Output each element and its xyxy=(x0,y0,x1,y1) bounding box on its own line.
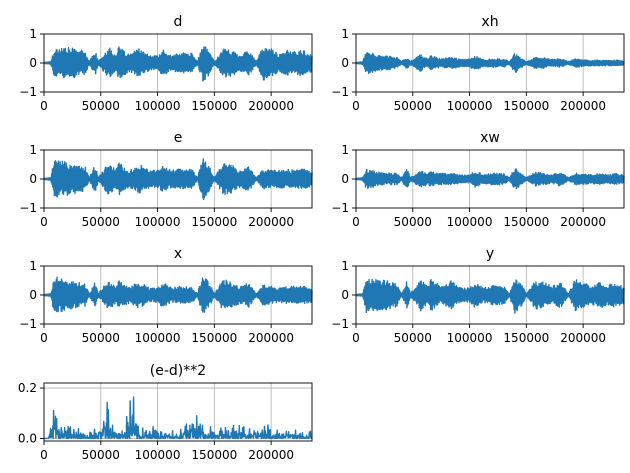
x-tick-label: 150000 xyxy=(191,215,237,229)
y-tick-label: 1 xyxy=(341,143,349,157)
y-tick-label: 1 xyxy=(341,27,349,41)
x-tick-label: 0 xyxy=(352,99,360,113)
x-tick-label: 0 xyxy=(40,215,48,229)
y-tick-label: 0.2 xyxy=(18,381,37,395)
subplot-title: y xyxy=(486,246,494,262)
y-tick-label: −1 xyxy=(331,317,349,331)
subplot-title: d xyxy=(174,14,183,30)
subplot-title: xw xyxy=(480,130,500,146)
x-tick-label: 50000 xyxy=(394,331,432,345)
y-tick-label: 1 xyxy=(29,27,37,41)
x-tick-label: 100000 xyxy=(135,448,181,462)
x-tick-label: 0 xyxy=(40,331,48,345)
y-tick-label: −1 xyxy=(331,85,349,99)
series-line xyxy=(43,396,313,440)
x-tick-label: 0 xyxy=(352,331,360,345)
y-tick-label: 0 xyxy=(341,288,349,302)
x-tick-label: 50000 xyxy=(394,99,432,113)
axes-frame xyxy=(43,382,313,442)
subplot-title: xh xyxy=(481,14,498,30)
y-tick-label: 1 xyxy=(29,259,37,273)
subplot-squared-error: (e-d)**2 0 50000 100000 150000 200000 0.0 0.2 xyxy=(18,363,313,462)
plot-area: 0 50000 100000 150000 200000−101 xyxy=(19,27,313,113)
x-tick-label: 0 xyxy=(352,215,360,229)
y-tick-label: 0 xyxy=(29,288,37,302)
y-tick-label: 1 xyxy=(29,143,37,157)
subplot-xh: xh 0 50000 100000 150000 200000−101 xyxy=(331,14,625,113)
y-tick-label: −1 xyxy=(19,201,37,215)
x-tick-label: 200000 xyxy=(560,215,606,229)
x-tick-label: 200000 xyxy=(560,99,606,113)
x-tick-label: 150000 xyxy=(191,99,237,113)
x-tick-label: 100000 xyxy=(447,99,493,113)
x-tick-label: 150000 xyxy=(503,99,549,113)
x-tick-label: 100000 xyxy=(447,215,493,229)
y-tick-label: −1 xyxy=(19,317,37,331)
series-line xyxy=(355,278,625,314)
x-tick-label: 200000 xyxy=(248,99,294,113)
plot-area: 0 50000 100000 150000 200000−101 xyxy=(19,259,313,345)
x-tick-label: 200000 xyxy=(248,331,294,345)
subplot-title: x xyxy=(174,246,182,262)
series-line xyxy=(355,52,625,75)
subplot-d: d 0 50000 100000 150000 200000−101 xyxy=(19,14,313,113)
x-tick-label: 100000 xyxy=(135,215,181,229)
plot-area: 0 50000 100000 150000 200000−101 xyxy=(19,143,313,229)
x-tick-label: 150000 xyxy=(503,331,549,345)
x-tick-label: 150000 xyxy=(503,215,549,229)
x-tick-label: 200000 xyxy=(560,331,606,345)
subplot-title: (e-d)**2 xyxy=(150,363,206,379)
x-tick-label: 50000 xyxy=(82,215,120,229)
x-tick-label: 100000 xyxy=(135,99,181,113)
y-tick-label: 1 xyxy=(341,259,349,273)
y-tick-label: 0.0 xyxy=(18,431,37,445)
subplot-x: x 0 50000 100000 150000 200000−101 xyxy=(19,246,313,345)
x-tick-label: 100000 xyxy=(447,331,493,345)
x-tick-label: 0 xyxy=(40,99,48,113)
series-line xyxy=(43,276,313,313)
series-line xyxy=(43,158,313,201)
x-tick-label: 150000 xyxy=(191,448,237,462)
x-tick-label: 200000 xyxy=(248,448,294,462)
y-tick-label: 0 xyxy=(29,56,37,70)
subplot-title: e xyxy=(174,130,183,146)
plot-area: 0 50000 100000 150000 200000−101 xyxy=(331,27,625,113)
x-tick-label: 100000 xyxy=(135,331,181,345)
y-tick-label: −1 xyxy=(331,201,349,215)
subplot-xw: xw 0 50000 100000 150000 200000−101 xyxy=(331,130,625,229)
x-tick-label: 50000 xyxy=(394,215,432,229)
y-tick-label: 0 xyxy=(29,172,37,186)
x-tick-label: 50000 xyxy=(82,331,120,345)
subplot-y: y 0 50000 100000 150000 200000−101 xyxy=(331,246,625,345)
x-tick-label: 50000 xyxy=(82,448,120,462)
x-tick-label: 0 xyxy=(40,448,48,462)
y-tick-label: 0 xyxy=(341,56,349,70)
y-tick-label: 0 xyxy=(341,172,349,186)
y-tick-label: −1 xyxy=(19,85,37,99)
x-tick-label: 50000 xyxy=(82,99,120,113)
series-line xyxy=(43,46,313,82)
plot-area: 0 50000 100000 150000 200000−101 xyxy=(331,259,625,345)
x-tick-label: 150000 xyxy=(191,331,237,345)
x-tick-label: 200000 xyxy=(248,215,294,229)
plot-area: 0 50000 100000 150000 200000 0.0 0.2 xyxy=(18,381,313,462)
subplot-e: e 0 50000 100000 150000 200000−101 xyxy=(19,130,313,229)
series-line xyxy=(355,168,625,190)
plot-area: 0 50000 100000 150000 200000−101 xyxy=(331,143,625,229)
